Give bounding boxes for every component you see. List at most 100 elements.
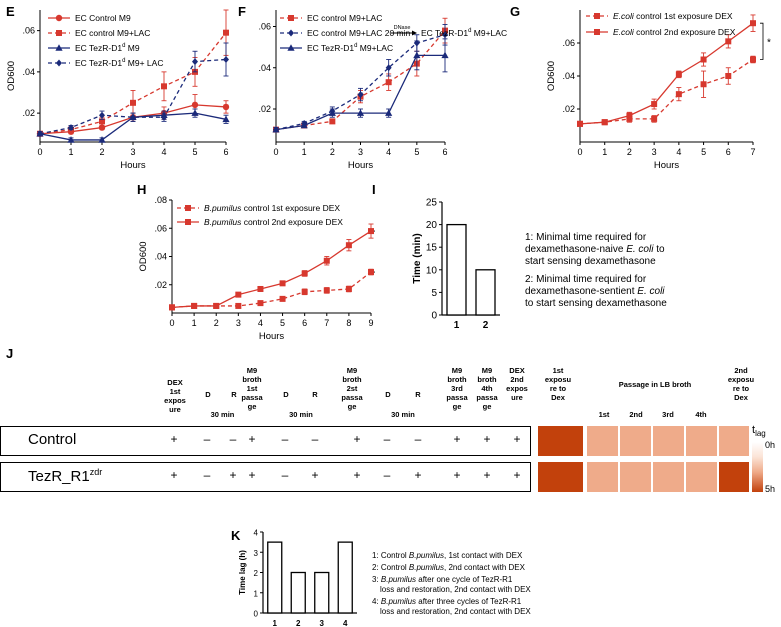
legend-marker bbox=[56, 30, 62, 36]
header-dex2: DEX 2nd expos ure bbox=[506, 366, 528, 402]
data-point bbox=[750, 56, 756, 63]
x-tick-label: 6 bbox=[302, 318, 307, 328]
heat-passage-3: 3rd bbox=[662, 410, 674, 419]
panel-k-notes: 1: Control B.pumilus, 1st contact with D… bbox=[372, 551, 582, 617]
x-tick-label: 5 bbox=[192, 147, 197, 157]
row-label-control: Control bbox=[28, 431, 77, 448]
y-tick-label: 20 bbox=[426, 220, 438, 231]
data-point bbox=[328, 109, 336, 116]
series-line-1 bbox=[171, 230, 372, 308]
cell-sym: – bbox=[203, 468, 211, 482]
data-point bbox=[651, 101, 658, 108]
heat-cell bbox=[686, 426, 717, 456]
panel-letter-j: J bbox=[6, 346, 14, 361]
heat-col-1st-exposure: 1st exposu re to Dex bbox=[544, 366, 572, 402]
data-point bbox=[272, 125, 280, 133]
series-line-0 bbox=[579, 58, 754, 125]
data-point bbox=[442, 31, 448, 39]
heat-scale-bar bbox=[752, 442, 763, 492]
heat-cell bbox=[686, 462, 717, 492]
k-note-1: 1: Control B.pumilus, 1st contact with D… bbox=[372, 551, 523, 560]
data-point bbox=[99, 111, 105, 119]
x-tick-label: 0 bbox=[273, 147, 278, 157]
x-tick-label: 4 bbox=[676, 147, 681, 157]
cell-sym: – bbox=[281, 432, 289, 446]
data-point bbox=[235, 302, 242, 309]
data-point bbox=[651, 115, 658, 122]
data-point bbox=[99, 118, 105, 125]
x-tick-label: 8 bbox=[346, 318, 351, 328]
cell-sym: – bbox=[203, 432, 211, 446]
data-point bbox=[577, 120, 583, 127]
data-point bbox=[222, 103, 230, 111]
row-label-tezr: TezR_R1zdr bbox=[28, 467, 103, 485]
x-tick-label: 0 bbox=[169, 318, 174, 328]
header-30min-1: 30 min bbox=[210, 410, 235, 419]
data-point bbox=[368, 269, 374, 276]
cell-sym: + bbox=[453, 468, 461, 482]
x-tick-label: 2 bbox=[214, 318, 219, 328]
x-tick-label: 4 bbox=[386, 147, 391, 157]
y-tick-label: 25 bbox=[426, 198, 438, 209]
cell-sym: + bbox=[453, 432, 461, 446]
heat-cell bbox=[587, 462, 618, 492]
bar-1 bbox=[267, 541, 283, 614]
header-m9-2: M9 broth 2st passa ge bbox=[341, 366, 363, 411]
data-point bbox=[675, 91, 682, 98]
x-tick-label: 5 bbox=[414, 147, 419, 157]
x-tick-label: 2 bbox=[99, 147, 104, 157]
bar-2 bbox=[475, 269, 496, 316]
cell-sym: – bbox=[311, 432, 319, 446]
bar-3 bbox=[314, 571, 330, 614]
panel-letter-h: H bbox=[137, 182, 147, 197]
k-note-3: 3: B.pumilus after one cycle of TezR-R1 l… bbox=[372, 575, 531, 594]
legend-label: EC control M9+LAC bbox=[307, 13, 382, 23]
data-point bbox=[257, 285, 264, 292]
cell-sym: – bbox=[414, 432, 422, 446]
y-tick-label: .06 bbox=[562, 38, 575, 48]
y-tick-label: 0 bbox=[254, 610, 259, 619]
y-tick-label: .04 bbox=[154, 252, 167, 262]
heat-cell bbox=[620, 462, 651, 492]
y-tick-label: .02 bbox=[562, 104, 575, 114]
legend-label: E.coli control 2nd exposure DEX bbox=[613, 27, 736, 37]
y-tick-label: .04 bbox=[258, 63, 271, 73]
x-tick-label: 1 bbox=[302, 147, 307, 157]
k-note-4: 4: B.pumilus after three cycles of TezR-… bbox=[372, 597, 531, 616]
x-tick-label: 4 bbox=[258, 318, 263, 328]
data-point bbox=[357, 91, 364, 99]
y-tick-label: .08 bbox=[154, 195, 167, 205]
dnase-arrowhead bbox=[412, 30, 417, 36]
x-tick-label: 9 bbox=[368, 318, 373, 328]
header-30min-3: 30 min bbox=[391, 410, 415, 419]
x-tick-label: 1 bbox=[192, 318, 197, 328]
data-point bbox=[368, 228, 374, 235]
legend-marker bbox=[55, 44, 63, 51]
data-point bbox=[161, 113, 167, 121]
y-tick-label: 1 bbox=[254, 589, 259, 598]
cell-sym: + bbox=[414, 468, 422, 482]
heat-scale-min: 0h bbox=[765, 440, 776, 450]
legend-label: EC Control M9 bbox=[75, 13, 131, 23]
data-point bbox=[385, 79, 392, 86]
cell-sym: + bbox=[353, 468, 361, 482]
header-r3: R bbox=[415, 390, 421, 399]
y-axis-label: OD600 bbox=[546, 61, 557, 91]
series-line-1 bbox=[579, 22, 754, 125]
heat-cell bbox=[653, 426, 684, 456]
data-point bbox=[161, 83, 167, 90]
panel-letter-e: E bbox=[6, 4, 15, 19]
legend-label: B.pumilus control 1st exposure DEX bbox=[204, 203, 340, 213]
y-axis-label: OD600 bbox=[6, 61, 17, 91]
data-point bbox=[323, 287, 330, 294]
y-tick-label: 2 bbox=[254, 569, 259, 578]
data-point bbox=[223, 29, 229, 36]
x-tick-label: 2 bbox=[330, 147, 335, 157]
legend-marker bbox=[594, 29, 600, 35]
header-dex1: DEX 1st expos ure bbox=[164, 378, 186, 414]
header-r1: R bbox=[231, 390, 237, 399]
y-tick-label: .02 bbox=[154, 280, 167, 290]
x-tick-label: 1 bbox=[454, 320, 460, 331]
x-tick-label: 6 bbox=[223, 147, 228, 157]
heat-cell bbox=[719, 462, 749, 492]
